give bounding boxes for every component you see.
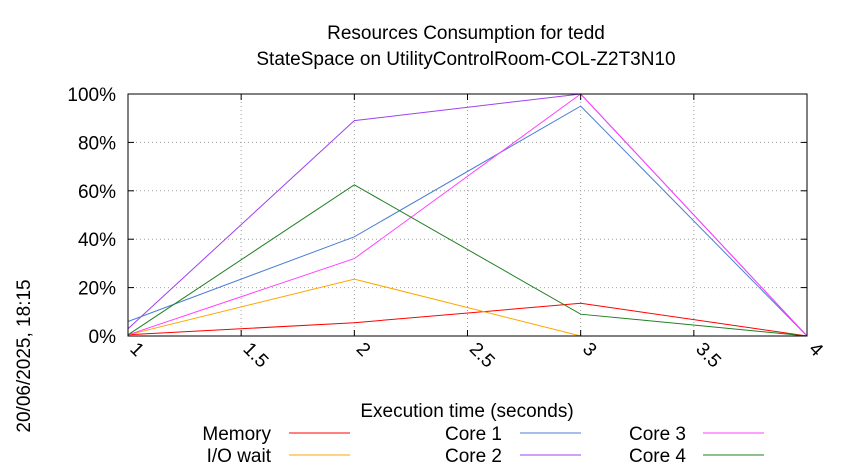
x-tick-label: 1: [125, 339, 147, 361]
y-tick-label: 60%: [78, 182, 116, 203]
x-tick-label: 3: [578, 339, 600, 361]
series-lines: [127, 93, 808, 337]
x-axis-label: Execution time (seconds): [360, 401, 573, 422]
legend-label: Core 2: [445, 446, 502, 467]
series-line-i-o-wait: [127, 278, 581, 337]
legend-item: Core 4: [629, 446, 764, 467]
series-line-memory: [127, 302, 808, 337]
x-tick-label: 3.5: [691, 339, 725, 373]
x-tick-label: 2: [352, 339, 374, 361]
y-tick-label: 20%: [78, 279, 116, 300]
legend-item: Core 2: [445, 446, 581, 467]
legend-item: I/O wait: [207, 446, 350, 467]
legend-label: Memory: [202, 424, 271, 445]
x-tick-label: 1.5: [239, 339, 273, 373]
legend-item: Memory: [202, 424, 350, 445]
axis-ticks: 0% 20% 40% 60% 80% 100% 1 1.5 2 2.5 3 3.5 4: [67, 85, 827, 372]
legend-label: Core 4: [629, 446, 686, 467]
legend-item: Core 3: [629, 424, 764, 445]
timestamp-label: 20/06/2025, 18:15: [14, 279, 35, 432]
x-tick-label: 4: [804, 339, 827, 362]
legend-label: Core 3: [629, 424, 686, 445]
y-tick-label: 100%: [67, 85, 116, 106]
legend-label: Core 1: [445, 424, 502, 445]
chart-title-line2: StateSpace on UtilityControlRoom-COL-Z2T…: [256, 49, 675, 70]
y-tick-label: 40%: [78, 230, 116, 251]
series-line-core-3: [127, 93, 808, 337]
legend-label: I/O wait: [207, 446, 272, 467]
x-tick-label: 2.5: [465, 339, 499, 373]
series-line-core-1: [127, 105, 808, 337]
chart-title-line1: Resources Consumption for tedd: [327, 23, 605, 44]
y-tick-label: 0%: [89, 327, 117, 348]
y-tick-label: 80%: [78, 133, 116, 154]
grid: [128, 94, 807, 336]
series-line-core-4: [127, 184, 808, 337]
legend-item: Core 1: [445, 424, 581, 445]
